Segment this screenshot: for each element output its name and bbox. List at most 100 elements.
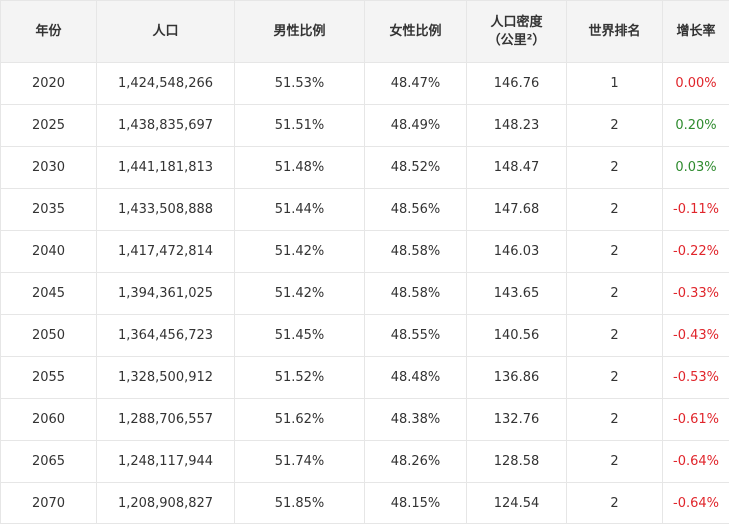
cell-female-ratio: 48.52%	[364, 146, 467, 189]
cell-growth-rate: 0.00%	[662, 62, 729, 105]
cell-male-ratio: 51.51%	[234, 104, 365, 147]
table-row: 2050 1,364,456,723 51.45% 48.55% 140.56 2 -0.4…	[0, 314, 729, 357]
cell-growth-rate: -0.33%	[662, 272, 729, 315]
cell-year: 2065	[0, 440, 97, 483]
table-row: 2065 1,248,117,944 51.74% 48.26% 128.58 2 -0.6…	[0, 440, 729, 483]
cell-male-ratio: 51.45%	[234, 314, 365, 357]
cell-female-ratio: 48.26%	[364, 440, 467, 483]
cell-female-ratio: 48.58%	[364, 230, 467, 273]
cell-world-rank: 2	[566, 230, 663, 273]
table-row: 2035 1,433,508,888 51.44% 48.56% 147.68 2 -0.1…	[0, 188, 729, 231]
cell-density: 148.47	[466, 146, 567, 189]
cell-growth-rate: -0.11%	[662, 188, 729, 231]
cell-female-ratio: 48.56%	[364, 188, 467, 231]
header-male-ratio: 男性比例	[234, 0, 365, 63]
cell-male-ratio: 51.53%	[234, 62, 365, 105]
cell-growth-rate: 0.20%	[662, 104, 729, 147]
cell-growth-rate: -0.61%	[662, 398, 729, 441]
cell-female-ratio: 48.49%	[364, 104, 467, 147]
cell-year: 2055	[0, 356, 97, 399]
cell-population: 1,441,181,813	[96, 146, 235, 189]
table-row: 2040 1,417,472,814 51.42% 48.58% 146.03 2 -0.2…	[0, 230, 729, 273]
cell-female-ratio: 48.47%	[364, 62, 467, 105]
header-population: 人口	[96, 0, 235, 63]
cell-world-rank: 2	[566, 146, 663, 189]
cell-population: 1,424,548,266	[96, 62, 235, 105]
cell-density: 148.23	[466, 104, 567, 147]
header-density-line2: （公里²）	[487, 32, 546, 48]
cell-year: 2040	[0, 230, 97, 273]
cell-growth-rate: -0.53%	[662, 356, 729, 399]
cell-male-ratio: 51.74%	[234, 440, 365, 483]
cell-world-rank: 2	[566, 104, 663, 147]
cell-world-rank: 2	[566, 188, 663, 231]
header-row: 年份 人口 男性比例 女性比例 人口密度 （公里²） 世界排名 增长率	[0, 0, 729, 63]
cell-population: 1,328,500,912	[96, 356, 235, 399]
cell-population: 1,288,706,557	[96, 398, 235, 441]
table-row: 2070 1,208,908,827 51.85% 48.15% 124.54 2 -0.6…	[0, 482, 729, 524]
cell-world-rank: 2	[566, 314, 663, 357]
cell-density: 146.03	[466, 230, 567, 273]
cell-world-rank: 2	[566, 356, 663, 399]
cell-population: 1,433,508,888	[96, 188, 235, 231]
cell-world-rank: 1	[566, 62, 663, 105]
cell-year: 2060	[0, 398, 97, 441]
cell-male-ratio: 51.85%	[234, 482, 365, 524]
cell-year: 2025	[0, 104, 97, 147]
cell-male-ratio: 51.44%	[234, 188, 365, 231]
cell-female-ratio: 48.55%	[364, 314, 467, 357]
table-row: 2020 1,424,548,266 51.53% 48.47% 146.76 1 0.00…	[0, 62, 729, 105]
table-body: 2020 1,424,548,266 51.53% 48.47% 146.76 1 0.00…	[0, 62, 729, 524]
cell-world-rank: 2	[566, 272, 663, 315]
cell-world-rank: 2	[566, 398, 663, 441]
cell-female-ratio: 48.48%	[364, 356, 467, 399]
header-female-ratio: 女性比例	[364, 0, 467, 63]
cell-growth-rate: -0.43%	[662, 314, 729, 357]
cell-female-ratio: 48.58%	[364, 272, 467, 315]
cell-year: 2070	[0, 482, 97, 524]
cell-year: 2030	[0, 146, 97, 189]
table-header: 年份 人口 男性比例 女性比例 人口密度 （公里²） 世界排名 增长率	[0, 0, 729, 63]
table-row: 2030 1,441,181,813 51.48% 48.52% 148.47 2 0.03…	[0, 146, 729, 189]
header-year: 年份	[0, 0, 97, 63]
cell-population: 1,438,835,697	[96, 104, 235, 147]
cell-population: 1,417,472,814	[96, 230, 235, 273]
cell-density: 143.65	[466, 272, 567, 315]
header-growth-rate: 增长率	[662, 0, 729, 63]
cell-male-ratio: 51.42%	[234, 272, 365, 315]
cell-female-ratio: 48.38%	[364, 398, 467, 441]
cell-growth-rate: -0.64%	[662, 482, 729, 524]
cell-male-ratio: 51.48%	[234, 146, 365, 189]
table-row: 2055 1,328,500,912 51.52% 48.48% 136.86 2 -0.5…	[0, 356, 729, 399]
cell-density: 147.68	[466, 188, 567, 231]
cell-year: 2050	[0, 314, 97, 357]
cell-population: 1,208,908,827	[96, 482, 235, 524]
cell-female-ratio: 48.15%	[364, 482, 467, 524]
cell-density: 128.58	[466, 440, 567, 483]
table-row: 2025 1,438,835,697 51.51% 48.49% 148.23 2 0.20…	[0, 104, 729, 147]
cell-year: 2020	[0, 62, 97, 105]
cell-male-ratio: 51.42%	[234, 230, 365, 273]
cell-population: 1,364,456,723	[96, 314, 235, 357]
cell-world-rank: 2	[566, 440, 663, 483]
cell-density: 124.54	[466, 482, 567, 524]
cell-world-rank: 2	[566, 482, 663, 524]
cell-male-ratio: 51.62%	[234, 398, 365, 441]
header-density: 人口密度 （公里²）	[466, 0, 567, 63]
cell-density: 140.56	[466, 314, 567, 357]
cell-density: 136.86	[466, 356, 567, 399]
cell-density: 146.76	[466, 62, 567, 105]
cell-growth-rate: -0.22%	[662, 230, 729, 273]
cell-male-ratio: 51.52%	[234, 356, 365, 399]
cell-growth-rate: 0.03%	[662, 146, 729, 189]
cell-population: 1,248,117,944	[96, 440, 235, 483]
table-row: 2060 1,288,706,557 51.62% 48.38% 132.76 2 -0.6…	[0, 398, 729, 441]
cell-population: 1,394,361,025	[96, 272, 235, 315]
cell-growth-rate: -0.64%	[662, 440, 729, 483]
cell-year: 2045	[0, 272, 97, 315]
cell-year: 2035	[0, 188, 97, 231]
header-density-line1: 人口密度	[490, 14, 543, 30]
table-row: 2045 1,394,361,025 51.42% 48.58% 143.65 2 -0.3…	[0, 272, 729, 315]
cell-density: 132.76	[466, 398, 567, 441]
